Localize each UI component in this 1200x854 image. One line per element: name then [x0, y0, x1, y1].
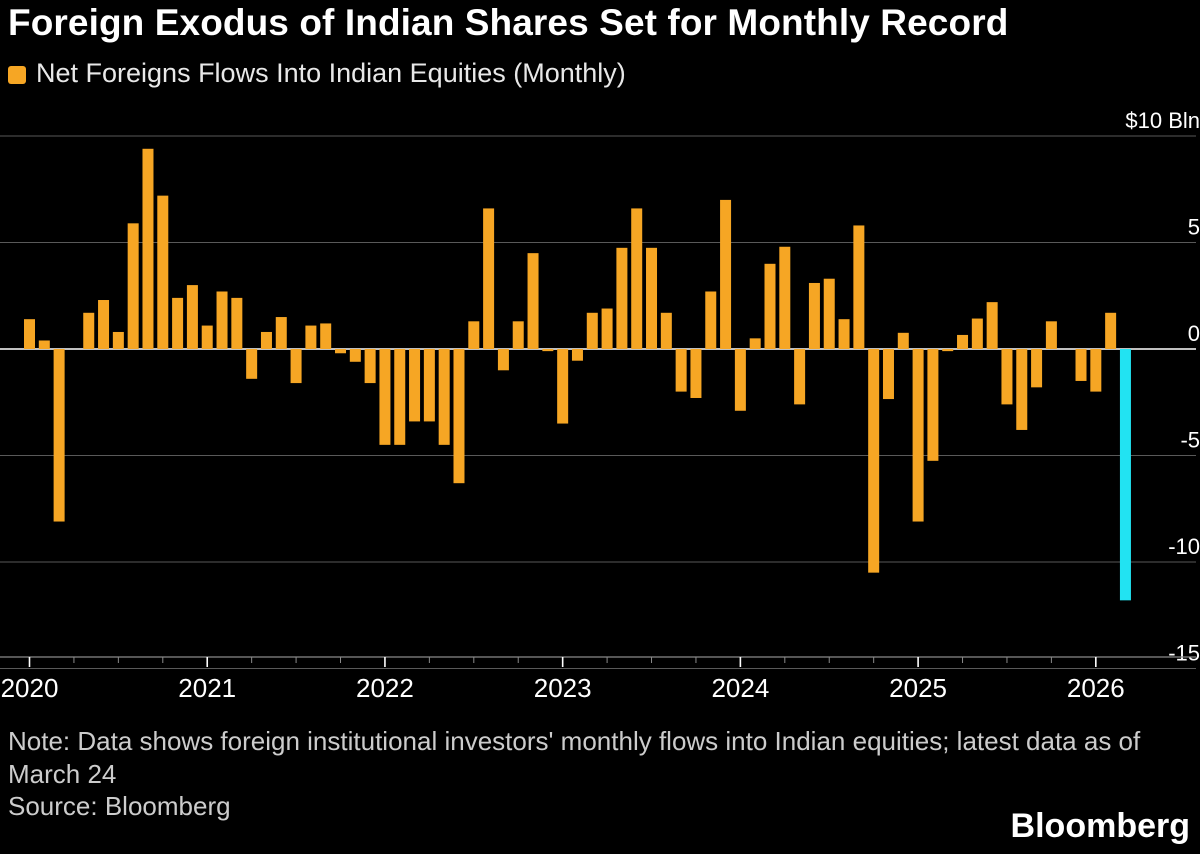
svg-text:2022: 2022 — [356, 673, 414, 703]
svg-text:2026: 2026 — [1067, 673, 1125, 703]
svg-text:2025: 2025 — [889, 673, 947, 703]
svg-text:2024: 2024 — [711, 673, 769, 703]
svg-text:$10 Bln: $10 Bln — [1125, 108, 1200, 133]
svg-text:2020: 2020 — [1, 673, 59, 703]
svg-text:0: 0 — [1188, 321, 1200, 346]
svg-text:-15: -15 — [1168, 641, 1200, 666]
svg-text:-10: -10 — [1168, 534, 1200, 559]
svg-text:2021: 2021 — [178, 673, 236, 703]
svg-text:5: 5 — [1188, 215, 1200, 240]
svg-text:-5: -5 — [1180, 428, 1200, 453]
svg-text:2023: 2023 — [534, 673, 592, 703]
